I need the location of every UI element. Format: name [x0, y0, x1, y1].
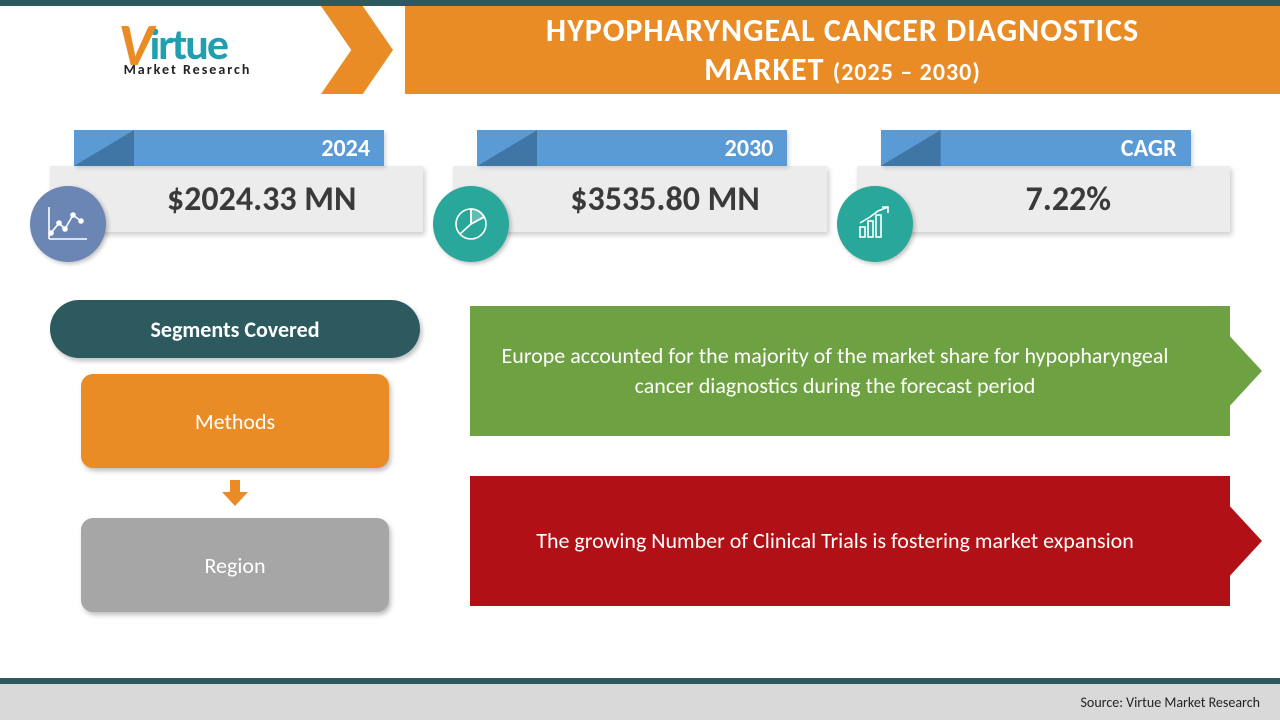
- growth-icon: [837, 186, 913, 262]
- callout-text: Europe accounted for the majority of the…: [500, 341, 1170, 400]
- segment-label: Methods: [195, 408, 275, 435]
- callout-text: The growing Number of Clinical Trials is…: [536, 526, 1134, 556]
- logo: V irtue Market Research: [94, 16, 252, 78]
- stat-card-cagr: CAGR .stat-card:nth-child(3) .stat-tab::…: [857, 130, 1230, 232]
- page-title-years: (2025 – 2030): [833, 58, 981, 87]
- chevron-decor: [345, 6, 405, 94]
- callout-red: The growing Number of Clinical Trials is…: [470, 476, 1230, 606]
- arrow-down-icon: [220, 478, 250, 508]
- header: V irtue Market Research HYPOPHARYNGEAL C…: [0, 6, 1280, 94]
- segments-title: Segments Covered: [50, 300, 420, 358]
- stat-tab-label: CAGR: [1121, 134, 1177, 163]
- pie-icon: [433, 186, 509, 262]
- segment-methods: Methods: [81, 374, 388, 468]
- logo-v-letter: V: [118, 22, 149, 70]
- stats-row: 2024 .stat-card:nth-child(1) .stat-tab::…: [0, 130, 1280, 232]
- segment-region: Region: [81, 518, 388, 612]
- stat-card-2024: 2024 .stat-card:nth-child(1) .stat-tab::…: [50, 130, 423, 232]
- source-bar: Source: Virtue Market Research: [0, 684, 1280, 720]
- chart-up-icon: [30, 186, 106, 262]
- stat-tab-label: 2030: [725, 134, 774, 163]
- stat-tab-label: 2024: [321, 134, 370, 163]
- stat-card-2030: 2030 .stat-card:nth-child(2) .stat-tab::…: [453, 130, 826, 232]
- stat-value: $3535.80 MN: [453, 166, 826, 232]
- page-title-line1: HYPOPHARYNGEAL CANCER DIAGNOSTICS: [546, 11, 1139, 50]
- logo-area: V irtue Market Research: [0, 6, 345, 94]
- source-text: Source: Virtue Market Research: [1081, 694, 1261, 711]
- segments-column: Segments Covered Methods Region: [50, 300, 420, 660]
- callouts-column: Europe accounted for the majority of the…: [470, 300, 1230, 660]
- page-title-line2: MARKET: [704, 50, 824, 89]
- segment-label: Region: [204, 552, 265, 579]
- callout-green: Europe accounted for the majority of the…: [470, 306, 1230, 436]
- title-bar: HYPOPHARYNGEAL CANCER DIAGNOSTICS MARKET…: [405, 6, 1280, 94]
- logo-rest: irtue: [150, 25, 227, 65]
- lower-area: Segments Covered Methods Region Europe a…: [50, 300, 1230, 660]
